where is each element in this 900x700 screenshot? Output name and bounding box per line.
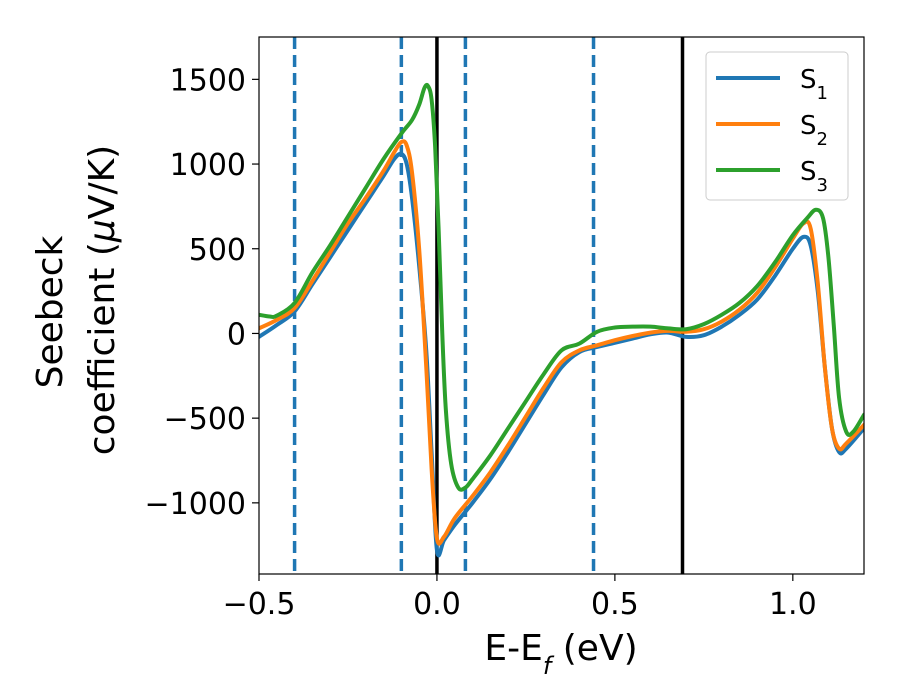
y-tick-label: 500 xyxy=(189,233,246,268)
y-tick-label: 0 xyxy=(227,317,246,352)
plot-frame xyxy=(258,36,865,575)
x-axis: −0.5 0.0 0.5 1.0 xyxy=(223,574,817,622)
legend-label-s3: S3 xyxy=(800,157,828,196)
x-tick-label: 1.0 xyxy=(769,587,817,622)
series-line-s3 xyxy=(259,83,864,492)
y-tick-label: −1000 xyxy=(145,487,246,522)
y-tick-label: 1000 xyxy=(170,148,246,183)
series-line-s1 xyxy=(259,151,864,558)
x-tick-label: 0.5 xyxy=(591,587,639,622)
y-axis: −1000 −500 0 500 1000 1500 xyxy=(145,63,259,522)
y-axis-title-line2: coefficient (μV/K) xyxy=(82,145,123,455)
x-tick-label: −0.5 xyxy=(223,587,296,622)
series-lines xyxy=(259,83,864,558)
x-axis-title: E-Ef (eV) xyxy=(484,628,637,680)
series-line-s2 xyxy=(259,139,864,546)
y-tick-label: −500 xyxy=(164,402,246,437)
legend: S1 S2 S3 xyxy=(705,51,849,201)
y-axis-title-line1: Seebeck xyxy=(30,235,71,388)
x-tick-label: 0.0 xyxy=(413,587,461,622)
reference-lines xyxy=(292,37,685,574)
legend-label-s1: S1 xyxy=(800,65,828,104)
y-tick-label: 1500 xyxy=(170,63,246,98)
legend-label-s2: S2 xyxy=(800,111,828,150)
